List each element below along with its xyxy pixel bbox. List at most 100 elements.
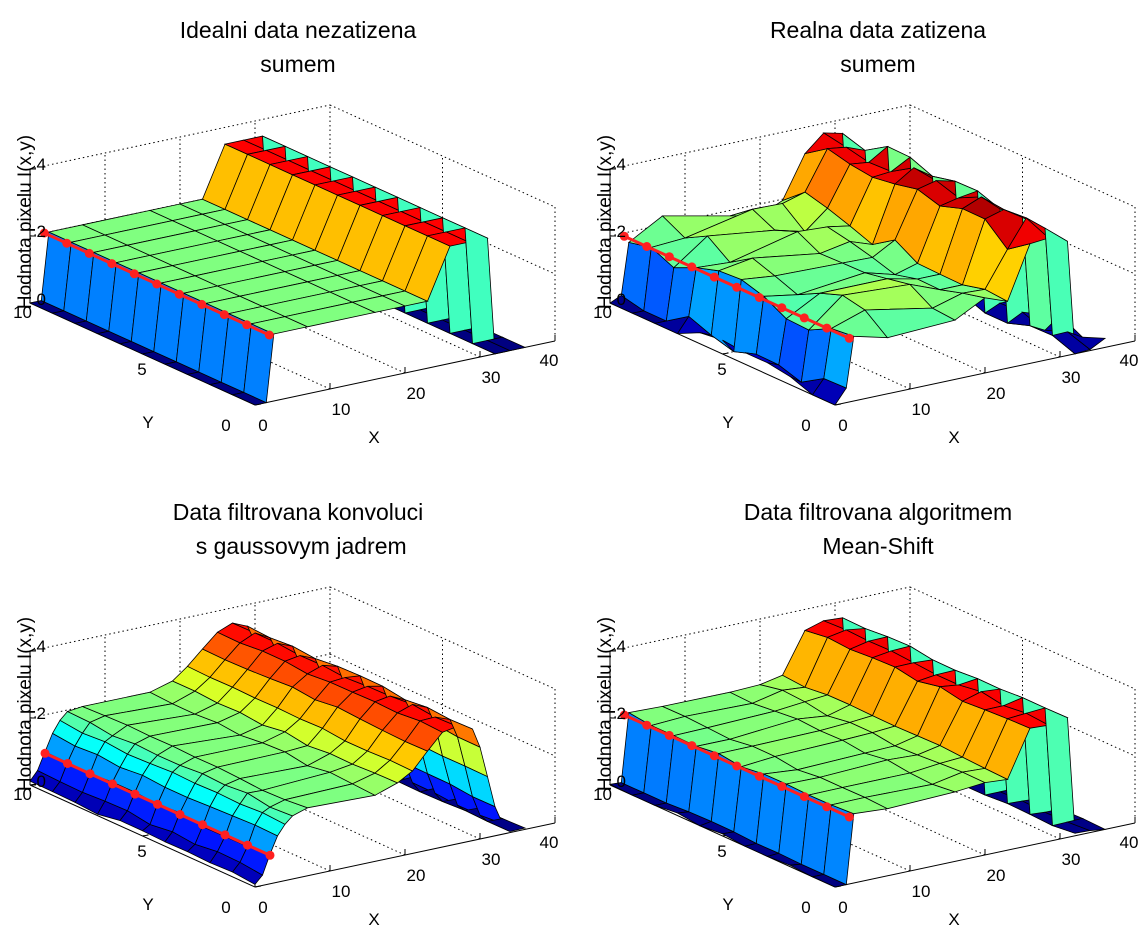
z-tick-4: 4: [37, 155, 46, 174]
highlight-point: [687, 262, 697, 272]
highlight-point: [664, 730, 674, 740]
y-tick-mark: [722, 352, 729, 355]
highlight-point: [709, 272, 719, 282]
grid-line: [609, 171, 911, 237]
panel-title-line-2: sumem: [840, 51, 915, 77]
x-tick-10: 10: [912, 400, 931, 419]
grid-line: [29, 586, 331, 652]
highlight-point: [85, 769, 95, 779]
highlight-point: [243, 840, 252, 850]
z-tick-4: 4: [617, 637, 626, 656]
x-tick-0: 0: [838, 416, 847, 435]
y-tick-mark: [254, 885, 262, 888]
z-tick-0: 0: [617, 772, 626, 791]
x-tick-20: 20: [987, 384, 1006, 403]
z-tick-4: 4: [37, 637, 46, 656]
highlight-point: [39, 228, 49, 238]
grid-line: [329, 653, 556, 757]
panel-mean-shift-filtered: Data filtrovana algoritmem Mean-Shift 0 …: [593, 499, 1139, 929]
highlight-point: [152, 279, 162, 289]
highlight-row: [619, 710, 854, 822]
grid-line: [684, 768, 911, 872]
grid-line: [834, 254, 1061, 358]
y-tick-5: 5: [717, 842, 726, 861]
panel-real-noisy-data: Realna data zatizena sumem 0 2 4 10 5 0 …: [593, 17, 1138, 447]
z-tick-2: 2: [617, 704, 626, 723]
panel-ideal-data: Idealni data nezatizena sumem 0 2 4 10 5…: [13, 17, 558, 447]
panel-title-line-1: Data filtrovana konvoluci: [173, 499, 424, 525]
highlight-point: [822, 802, 832, 812]
y-tick-5: 5: [137, 842, 146, 861]
highlight-point: [799, 792, 809, 802]
y-tick-0: 0: [221, 416, 230, 435]
highlight-point: [130, 789, 140, 799]
surface-plot: [609, 132, 1107, 406]
highlight-point: [642, 242, 652, 251]
highlight-point: [642, 720, 652, 730]
x-tick-10: 10: [912, 882, 931, 901]
highlight-point: [265, 850, 275, 860]
highlight-point: [687, 741, 697, 751]
z-axis-label: Hodnota pixelu I(x,y): [595, 135, 616, 309]
x-tick-20: 20: [407, 384, 426, 403]
y-tick-mark: [29, 783, 37, 786]
z-axis-label: Hodnota pixelu I(x,y): [595, 617, 616, 791]
surface-plot: [28, 135, 527, 406]
highlight-point: [732, 282, 742, 292]
highlight-row: [39, 228, 274, 340]
surface-plot: [608, 617, 1107, 888]
highlight-point: [220, 830, 230, 840]
grid-line: [179, 270, 406, 374]
x-axis-label: X: [948, 910, 959, 925]
y-tick-10: 10: [593, 303, 612, 322]
grid-line: [329, 104, 556, 208]
surface-patch: [486, 818, 527, 832]
highlight-point: [198, 820, 207, 830]
y-tick-mark: [142, 834, 149, 837]
surface-patch: [486, 336, 527, 352]
highlight-point: [84, 248, 94, 258]
highlight-point: [107, 259, 117, 269]
panel-title-line-1: Idealni data nezatizena: [180, 17, 417, 43]
y-axis-label: Y: [142, 895, 153, 914]
highlight-point: [822, 323, 832, 333]
panel-title-line-2: sumem: [260, 51, 335, 77]
x-tick-30: 30: [1062, 850, 1081, 869]
x-tick-0: 0: [838, 898, 847, 917]
highlight-point: [777, 781, 787, 791]
highlight-point: [664, 252, 674, 262]
x-tick-40: 40: [540, 833, 559, 852]
y-tick-5: 5: [717, 360, 726, 379]
panel-title-line-2: Mean-Shift: [822, 533, 934, 559]
y-tick-10: 10: [13, 303, 32, 322]
grid-line: [254, 736, 481, 840]
highlight-point: [242, 320, 252, 330]
highlight-point: [709, 751, 719, 761]
z-axis-label: Hodnota pixelu I(x,y): [15, 617, 36, 791]
grid-line: [254, 254, 481, 358]
grid-line: [759, 752, 986, 856]
highlight-point: [754, 293, 764, 302]
highlight-point: [264, 330, 274, 340]
grid-line: [909, 586, 1136, 690]
highlight-point: [777, 303, 787, 313]
grid-line: [29, 104, 331, 170]
z-tick-2: 2: [37, 222, 46, 241]
grid-line: [104, 286, 331, 390]
axes-box: [609, 104, 1136, 406]
panel-title-line-1: Data filtrovana algoritmem: [744, 499, 1012, 525]
y-tick-5: 5: [137, 360, 146, 379]
x-tick-40: 40: [1120, 351, 1139, 370]
z-axis-label: Hodnota pixelu I(x,y): [15, 135, 36, 309]
grid-line: [759, 270, 986, 374]
surface-patch: [1066, 817, 1107, 832]
y-tick-10: 10: [13, 785, 32, 804]
grid-line: [329, 586, 556, 690]
x-tick-20: 20: [407, 866, 426, 885]
x-tick-10: 10: [332, 882, 351, 901]
y-tick-0: 0: [221, 898, 230, 917]
x-tick-40: 40: [1120, 833, 1139, 852]
highlight-row: [40, 748, 275, 860]
highlight-point: [174, 289, 184, 299]
highlight-point: [844, 812, 854, 822]
